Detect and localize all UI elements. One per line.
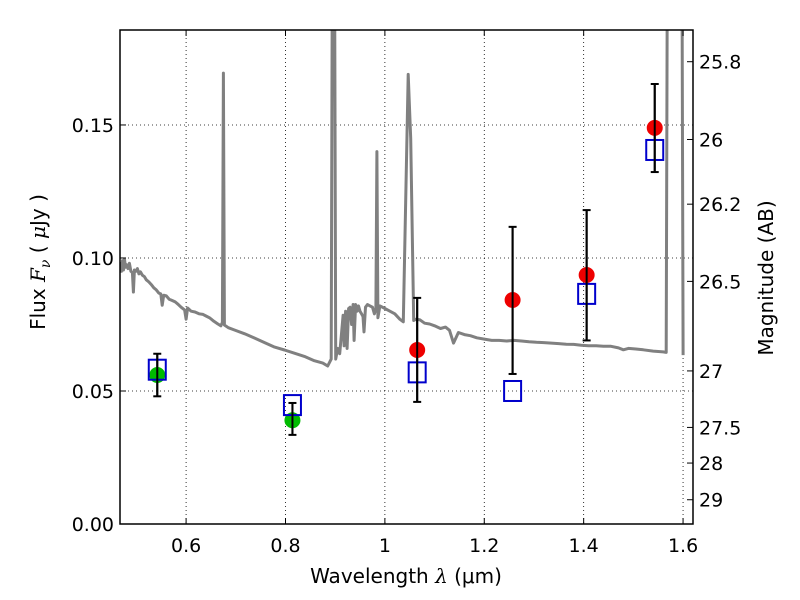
y2-axis: 25.8 26 26.2 26.5 27 27.5 28 29 bbox=[687, 52, 741, 512]
spectrum-line bbox=[120, 30, 685, 368]
y2-tick-label: 25.8 bbox=[699, 52, 741, 74]
plot-contents bbox=[120, 30, 685, 436]
y2-axis-label: Magnitude (AB) bbox=[754, 200, 778, 355]
x-tick-label: 1.4 bbox=[569, 535, 599, 557]
y2-tick-label: 27.5 bbox=[699, 417, 741, 439]
y-axis: 0.00 0.05 0.10 0.15 bbox=[72, 115, 126, 536]
x-axis: 0.6 0.8 1 1.2 1.4 1.6 bbox=[171, 30, 698, 557]
model-data-point bbox=[503, 379, 523, 402]
y-axis-label: Flux Fν ( μJy ) bbox=[26, 194, 54, 330]
model-points bbox=[147, 84, 665, 435]
y-tick-label: 0.10 bbox=[72, 248, 114, 270]
y-tick-label: 0.05 bbox=[72, 381, 114, 403]
y2-tick-label: 29 bbox=[699, 490, 723, 512]
x-tick-label: 1.6 bbox=[668, 535, 698, 557]
y2-tick-label: 26 bbox=[699, 129, 723, 151]
x-tick-label: 0.8 bbox=[270, 535, 300, 557]
y2-tick-label: 27 bbox=[699, 361, 723, 383]
y-tick-label: 0.15 bbox=[72, 115, 114, 137]
x-tick-label: 0.6 bbox=[171, 535, 201, 557]
x-tick-label: 1 bbox=[379, 535, 391, 557]
y2-tick-label: 26.2 bbox=[699, 194, 741, 216]
x-axis-label: Wavelength λ (μm) bbox=[310, 564, 502, 588]
y2-tick-label: 26.5 bbox=[699, 271, 741, 293]
y-tick-label: 0.00 bbox=[72, 514, 114, 536]
y2-tick-label: 28 bbox=[699, 453, 723, 475]
x-tick-label: 1.2 bbox=[469, 535, 499, 557]
plot-frame bbox=[119, 29, 694, 525]
